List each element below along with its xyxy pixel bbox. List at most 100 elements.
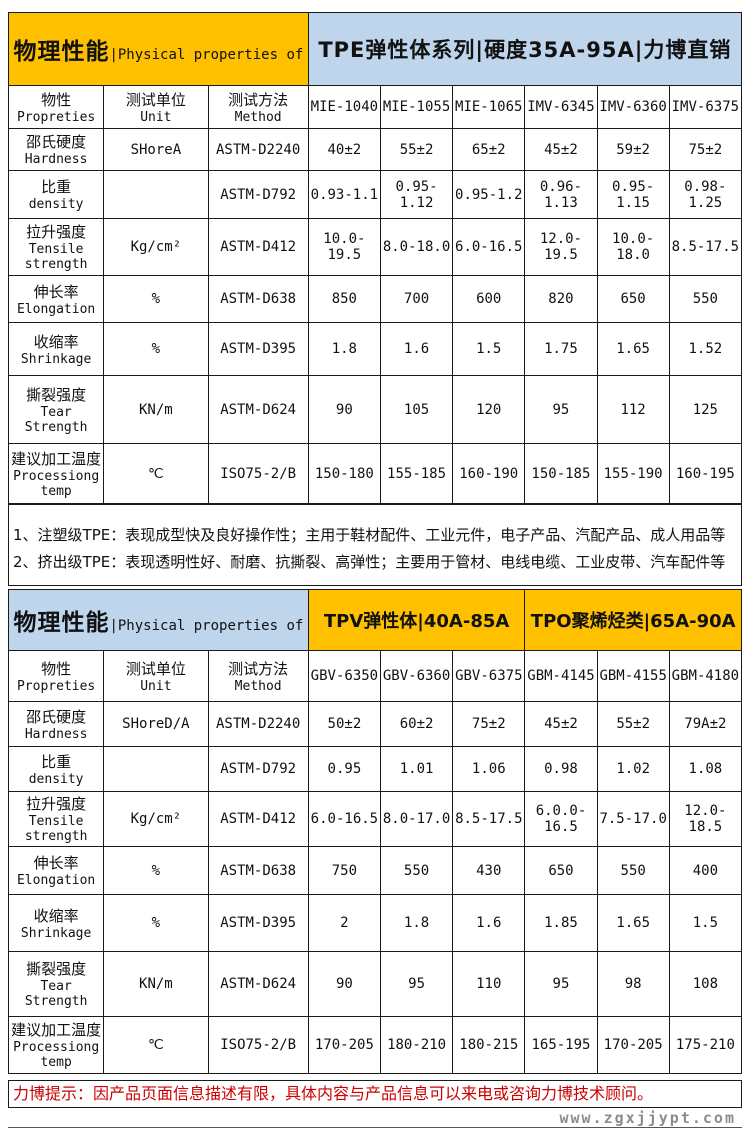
value-cell: 180-215: [452, 1016, 526, 1074]
product-code-header: IMV-6375: [668, 85, 743, 129]
value-cell: 59±2: [596, 128, 670, 171]
value-cell: 112: [596, 375, 670, 444]
value-cell: 750: [307, 846, 381, 895]
method-column-header: 测试方法 Method: [207, 650, 309, 702]
value-cell: 95: [524, 375, 598, 444]
method-cell: ASTM-D2240: [207, 128, 309, 171]
value-cell: 95: [379, 951, 454, 1017]
value-cell: 1.52: [668, 322, 743, 376]
value-cell: 45±2: [524, 701, 598, 747]
unit-cell: [103, 746, 209, 792]
value-cell: 155-185: [379, 443, 454, 504]
product-code-header: IMV-6345: [524, 85, 598, 129]
vendor-tip-text: 力博提示：因产品页面信息描述有限，具体内容与产品信息可以来电或咨询力博技术顾问。: [13, 1084, 654, 1103]
value-cell: 1.6: [452, 894, 526, 952]
table-row: 邵氏硬度 Hardness SHoreD/A ASTM-D2240 50±2 60…: [7, 701, 743, 747]
table-row: 建议加工温度 Processiong temp ℃ ISO75-2/B 150-1…: [7, 443, 743, 504]
table2-left-header-en: |Physical properties of: [109, 618, 304, 634]
table-row: 建议加工温度 Processiong temp ℃ ISO75-2/B 170-2…: [7, 1016, 743, 1074]
method-cell: ASTM-D638: [207, 846, 309, 895]
value-cell: 0.98-1.25: [668, 170, 743, 219]
value-cell: 6.0-16.5: [452, 218, 526, 276]
value-cell: 1.06: [452, 746, 526, 792]
value-cell: 12.0-19.5: [524, 218, 598, 276]
table-row: 邵氏硬度 Hardness SHoreA ASTM-D2240 40±2 55±2…: [7, 128, 743, 171]
value-cell: 150-185: [524, 443, 598, 504]
table1-left-header-zh: 物理性能: [13, 39, 110, 65]
value-cell: 45±2: [524, 128, 598, 171]
unit-column-header: 测试单位 Unit: [103, 85, 209, 129]
value-cell: 110: [452, 951, 526, 1017]
value-cell: 10.0-18.0: [596, 218, 670, 276]
prop-cell: 邵氏硬度 Hardness: [7, 701, 105, 747]
value-cell: 550: [668, 275, 743, 323]
value-cell: 1.5: [668, 894, 743, 952]
value-cell: 65±2: [452, 128, 526, 171]
product-code-header: GBV-6375: [452, 650, 526, 702]
value-cell: 850: [307, 275, 381, 323]
value-cell: 12.0-18.5: [668, 791, 743, 847]
product-code-header: GBV-6360: [379, 650, 454, 702]
method-column-header: 测试方法 Method: [207, 85, 309, 129]
table2-tpo-title: TPO聚烯烃类|65A-90A: [530, 611, 736, 632]
method-cell: ISO75-2/B: [207, 1016, 309, 1074]
value-cell: 1.08: [668, 746, 743, 792]
value-cell: 0.95-1.12: [379, 170, 454, 219]
product-code-header: IMV-6360: [596, 85, 670, 129]
unit-cell: SHoreA: [103, 128, 209, 171]
value-cell: 7.5-17.0: [596, 791, 670, 847]
table-row: 撕裂强度 Tear Strength KN/m ASTM-D624 90 105 …: [7, 375, 743, 444]
prop-cell: 收缩率 Shrinkage: [7, 322, 105, 376]
product-code-header: GBM-4145: [524, 650, 598, 702]
value-cell: 160-195: [668, 443, 743, 504]
method-cell: ISO75-2/B: [207, 443, 309, 504]
value-cell: 1.65: [596, 322, 670, 376]
value-cell: 8.0-17.0: [379, 791, 454, 847]
unit-cell: %: [103, 275, 209, 323]
product-code-header: MIE-1055: [379, 85, 454, 129]
value-cell: 8.5-17.5: [452, 791, 526, 847]
table1-left-header: 物理性能|Physical properties of: [8, 12, 309, 86]
table-row: 撕裂强度 Tear Strength KN/m ASTM-D624 90 95 1…: [7, 951, 743, 1017]
product-code-header: MIE-1065: [452, 85, 526, 129]
value-cell: 120: [452, 375, 526, 444]
prop-cell: 拉升强度 Tensile strength: [7, 218, 105, 276]
value-cell: 175-210: [668, 1016, 743, 1074]
value-cell: 155-190: [596, 443, 670, 504]
value-cell: 95: [524, 951, 598, 1017]
prop-cell: 比重 density: [7, 746, 105, 792]
value-cell: 1.02: [596, 746, 670, 792]
value-cell: 8.0-18.0: [379, 218, 454, 276]
table1-series-title: TPE弹性体系列|硬度35A-95A|力博直销: [318, 38, 732, 62]
value-cell: 0.96-1.13: [524, 170, 598, 219]
value-cell: 108: [668, 951, 743, 1017]
method-cell: ASTM-D395: [207, 322, 309, 376]
method-cell: ASTM-D792: [207, 746, 309, 792]
unit-cell: Kg/cm²: [103, 218, 209, 276]
product-code-header: GBM-4155: [596, 650, 670, 702]
prop-cell: 伸长率 Elongation: [7, 275, 105, 323]
value-cell: 0.95-1.15: [596, 170, 670, 219]
tpv-tpo-properties-table: 物理性能|Physical properties of TPV弹性体|40A-8…: [7, 589, 743, 1074]
table2-tpv-header: TPV弹性体|40A-85A: [307, 589, 526, 651]
value-cell: 1.85: [524, 894, 598, 952]
value-cell: 75±2: [668, 128, 743, 171]
prop-cell: 比重 density: [7, 170, 105, 219]
table2-tpv-title: TPV弹性体|40A-85A: [323, 611, 510, 632]
value-cell: 1.65: [596, 894, 670, 952]
value-cell: 90: [307, 951, 381, 1017]
value-cell: 8.5-17.5: [668, 218, 743, 276]
prop-cell: 建议加工温度 Processiong temp: [7, 443, 105, 504]
product-code-header: GBM-4180: [668, 650, 743, 702]
note-line-1: 1、注塑级TPE：表现成型快及良好操作性；主用于鞋材配件、工业元件，电子产品、汽…: [13, 526, 726, 544]
tpe-notes-box: 1、注塑级TPE：表现成型快及良好操作性；主用于鞋材配件、工业元件，电子产品、汽…: [8, 504, 742, 586]
table2-left-header: 物理性能|Physical properties of: [8, 589, 309, 651]
value-cell: 125: [668, 375, 743, 444]
table2-left-header-zh: 物理性能: [13, 610, 110, 636]
unit-column-header: 测试单位 Unit: [103, 650, 209, 702]
tpe-properties-table: 物理性能|Physical properties of TPE弹性体系列|硬度3…: [7, 12, 743, 504]
table1-left-header-en: |Physical properties of: [109, 47, 304, 63]
value-cell: 820: [524, 275, 598, 323]
method-cell: ASTM-D624: [207, 375, 309, 444]
